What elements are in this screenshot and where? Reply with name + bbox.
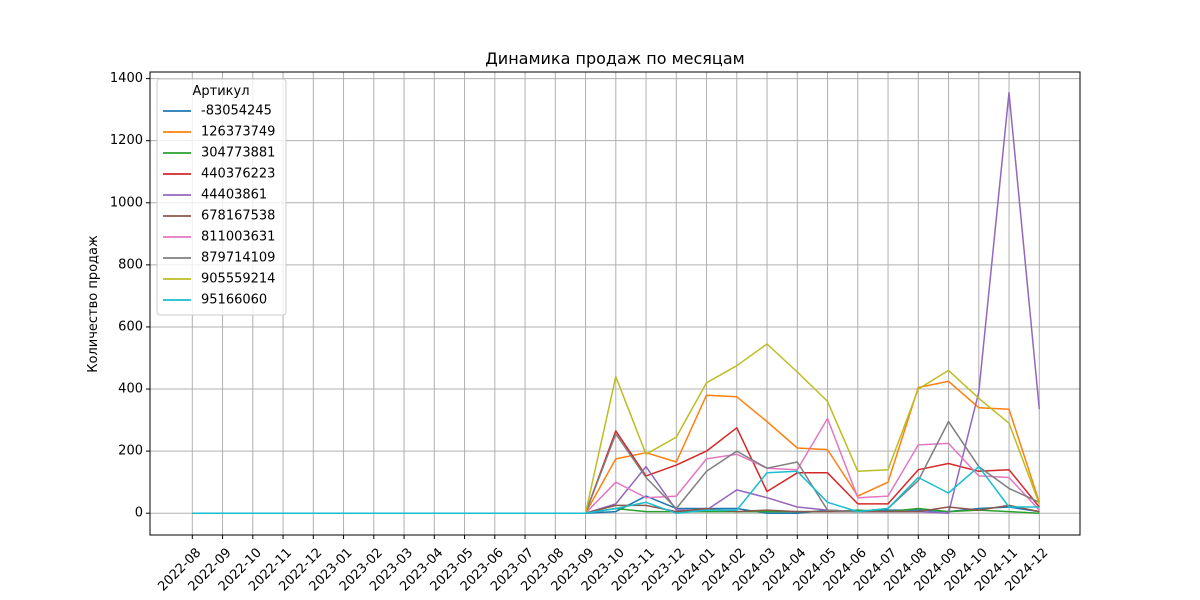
y-tick-label: 200: [118, 444, 143, 459]
y-tick-label: 1200: [110, 133, 143, 148]
legend-entry-label: 678167538: [201, 209, 275, 224]
plot-frame: [149, 71, 1081, 536]
y-axis-label: Количество продаж: [86, 235, 101, 373]
series-lines: [192, 91, 1041, 514]
x-axis: 2022-082022-092022-102022-112022-122023-…: [155, 535, 1051, 594]
legend: Артикул -83054245 126373749 304773881 44037…: [156, 78, 287, 316]
legend-entry-label: 905559214: [201, 272, 275, 287]
legend-entry-label: 879714109: [201, 251, 275, 266]
y-tick-label: 400: [118, 382, 143, 397]
legend-entry-label: -83054245: [201, 104, 272, 119]
y-tick-label: 600: [118, 319, 143, 334]
y-tick-label: 800: [118, 257, 143, 272]
legend-title: Артикул: [192, 84, 249, 99]
y-tick-label: 0: [135, 506, 143, 521]
legend-box: [156, 78, 287, 316]
grid: [150, 72, 1080, 535]
legend-entry-label: 304773881: [201, 146, 275, 161]
legend-entry-label: 440376223: [201, 167, 275, 182]
chart-title: Динамика продаж по месяцам: [485, 49, 744, 68]
legend-entry-label: 95166060: [201, 293, 267, 308]
legend-entry-label: 811003631: [201, 230, 275, 245]
legend-entry-label: 126373749: [201, 125, 275, 140]
y-axis: 0 200 400 600 800 1000 1200 1400: [110, 71, 150, 521]
y-tick-label: 1000: [110, 195, 143, 210]
series-line: [192, 465, 1040, 514]
legend-entry-label: 44403861: [201, 188, 267, 203]
y-tick-label: 1400: [110, 71, 143, 86]
